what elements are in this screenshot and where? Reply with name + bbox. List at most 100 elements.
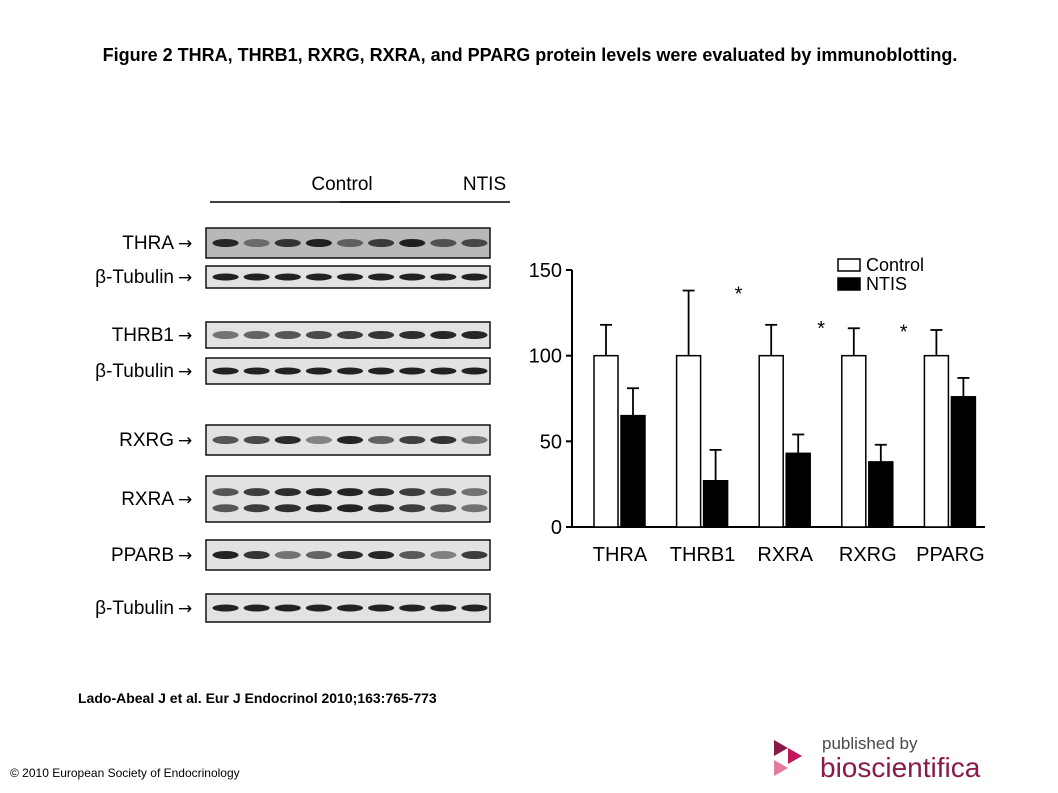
blot-band (305, 367, 332, 375)
bar-ntis (950, 396, 977, 528)
blot-band (212, 436, 239, 444)
blot-arrow-icon: → (178, 490, 192, 510)
blot-band (274, 604, 301, 612)
blot-band (336, 436, 364, 444)
bar-control (923, 354, 950, 528)
blot-band (461, 551, 488, 559)
blot-band (243, 488, 270, 497)
bar-control (841, 354, 867, 528)
blot-band (305, 239, 332, 247)
blot-band (212, 604, 239, 612)
significance-marker: * (900, 321, 908, 343)
publisher-line1: published by (822, 734, 918, 753)
blot-band (243, 367, 270, 375)
x-tick-label: RXRG (839, 544, 897, 566)
blot-band (305, 551, 332, 559)
bar-ntis (868, 461, 894, 528)
blot-band (212, 273, 239, 281)
blot-band (399, 551, 426, 559)
x-tick-label: THRB1 (670, 544, 736, 566)
significance-marker: * (817, 318, 825, 340)
legend-swatch (837, 258, 861, 272)
blot-band (368, 604, 395, 612)
blot-band (399, 436, 426, 444)
blot-band (461, 504, 488, 513)
blot-band (336, 504, 364, 513)
blot-band (243, 239, 270, 247)
blot-band (274, 436, 301, 444)
blot-row-label: PPARB (111, 545, 174, 566)
blot-band (305, 331, 332, 339)
blot-band (212, 367, 239, 375)
y-tick-label: 150 (529, 260, 562, 282)
blot-band (368, 331, 395, 339)
blot-band (336, 331, 364, 339)
blot-band (305, 504, 332, 513)
x-tick-label: PPARG (916, 544, 985, 566)
blot-band (336, 367, 364, 375)
blot-row-label: β-Tubulin (95, 361, 174, 382)
bar-ntis (620, 414, 646, 528)
blot-row-label: β-Tubulin (95, 598, 174, 619)
x-tick-label: THRA (593, 544, 648, 566)
blot-band (399, 331, 426, 339)
blot-band (430, 367, 457, 375)
bioscientifica-logo-icon (774, 740, 802, 776)
publisher-line2: bioscientifica (820, 752, 981, 783)
blot-band (430, 436, 457, 444)
blot-band (212, 488, 239, 497)
blot-row-label: RXRA (121, 489, 174, 510)
blot-row-label: RXRG (119, 430, 174, 451)
blot-row-label: β-Tubulin (95, 267, 174, 288)
blot-band (399, 367, 426, 375)
blot-band (368, 504, 395, 513)
blot-group-label: Control (311, 174, 372, 195)
blot-band (461, 239, 488, 247)
blot-band (336, 273, 364, 281)
blot-band (336, 488, 364, 497)
blot-band (336, 551, 364, 559)
blot-band (368, 436, 395, 444)
blot-band (336, 604, 364, 612)
x-tick-label: RXRA (757, 544, 813, 566)
blot-band (430, 488, 457, 497)
blot-band (212, 331, 239, 339)
bar-control (675, 354, 702, 528)
blot-band (305, 436, 332, 444)
blot-arrow-icon: → (178, 362, 192, 382)
citation: Lado-Abeal J et al. Eur J Endocrinol 201… (78, 690, 437, 706)
blot-band (461, 604, 488, 612)
blot-arrow-icon: → (178, 431, 192, 451)
bar-chart: 0 50 100 150 THRA * THRB1 * RXRA * RXRG PPARG Contro… (529, 255, 985, 566)
blot-band (461, 436, 488, 444)
legend-swatch (837, 277, 861, 291)
blot-band (274, 239, 301, 247)
publisher-logo: published by bioscientifica (752, 726, 1030, 786)
blot-band (430, 504, 457, 513)
blot-band (430, 551, 457, 559)
legend-label: NTIS (866, 274, 907, 294)
blot-band (368, 239, 395, 247)
legend-label: Control (866, 255, 924, 275)
copyright: © 2010 European Society of Endocrinology (10, 766, 240, 780)
blot-row-label: THRA (122, 233, 174, 254)
blot-band (336, 239, 364, 247)
figure-title: Figure 2 THRA, THRB1, RXRG, RXRA, and PP… (102, 45, 958, 65)
blot-band (274, 551, 301, 559)
blot-band (243, 331, 270, 339)
y-tick-label: 100 (529, 346, 562, 368)
blot-arrow-icon: → (178, 268, 192, 288)
blot-band (243, 436, 270, 444)
blot-band (399, 239, 426, 247)
blot-band (430, 604, 457, 612)
blot-band (305, 604, 332, 612)
blot-arrow-icon: → (178, 599, 192, 619)
blot-band (368, 551, 395, 559)
blot-arrow-icon: → (178, 326, 192, 346)
blot-band (243, 604, 270, 612)
blot-band (399, 604, 426, 612)
blot-band (399, 488, 426, 497)
blot-group-label: NTIS (463, 174, 506, 195)
blot-band (461, 367, 488, 375)
